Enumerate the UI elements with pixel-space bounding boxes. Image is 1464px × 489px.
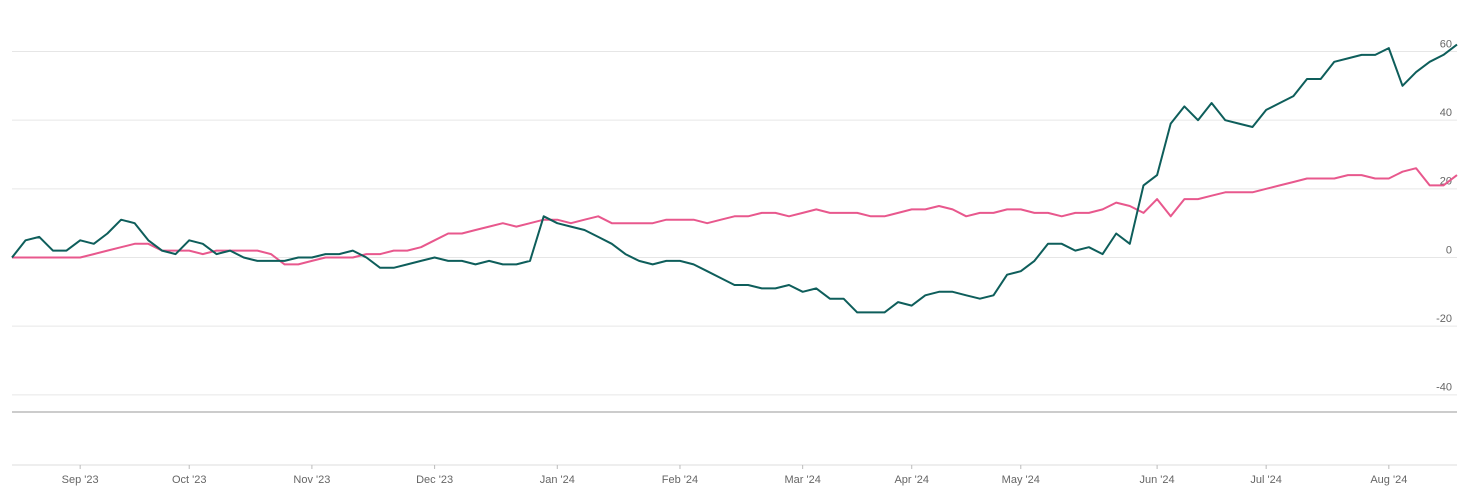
- x-tick-label: Apr '24: [894, 474, 929, 486]
- x-tick-label: Jul '24: [1250, 474, 1281, 486]
- x-tick-label: Feb '24: [662, 474, 698, 486]
- x-tick-label: Oct '23: [172, 474, 207, 486]
- y-tick-label: -20: [1436, 313, 1452, 325]
- x-tick-label: Jan '24: [540, 474, 575, 486]
- x-tick-label: Mar '24: [784, 474, 820, 486]
- y-tick-label: 0: [1446, 244, 1452, 256]
- y-tick-label: -40: [1436, 382, 1452, 394]
- series-line: [11, 43, 1458, 314]
- x-tick-label: Aug '24: [1370, 474, 1407, 486]
- x-tick-label: May '24: [1002, 474, 1040, 486]
- x-tick-label: Jun '24: [1140, 474, 1175, 486]
- y-tick-label: 60: [1440, 38, 1452, 50]
- x-tick-label: Sep '23: [62, 474, 99, 486]
- x-tick-label: Nov '23: [293, 474, 330, 486]
- y-tick-label: 40: [1440, 107, 1452, 119]
- series-line: [12, 167, 1458, 266]
- x-tick-label: Dec '23: [416, 474, 453, 486]
